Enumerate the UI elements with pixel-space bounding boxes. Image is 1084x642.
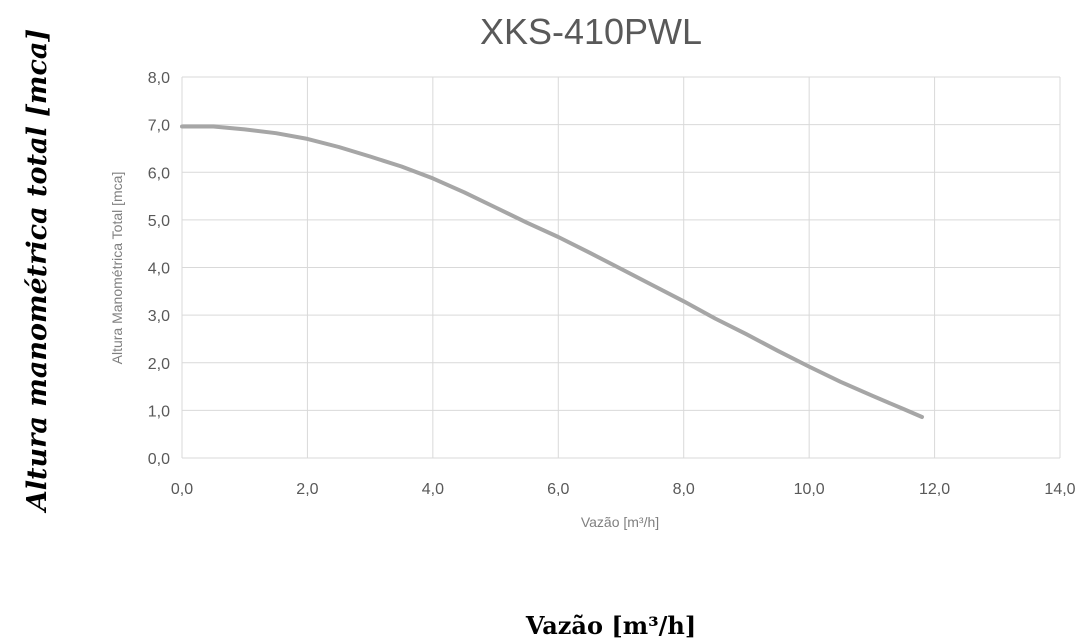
x-tick-label: 10,0 xyxy=(794,481,825,498)
x-tick-label: 2,0 xyxy=(296,481,318,498)
x-tick-label: 14,0 xyxy=(1044,481,1075,498)
y-tick-label: 0,0 xyxy=(148,451,170,468)
y-tick-label: 4,0 xyxy=(148,261,170,278)
chart-title: XKS-410PWL xyxy=(480,11,702,52)
x-tick-label: 12,0 xyxy=(919,481,950,498)
outer-x-axis-label: Vazão [m³/h] xyxy=(525,611,696,640)
outer-y-axis-label: Altura manométrica total [mca] xyxy=(22,29,53,514)
y-tick-label: 7,0 xyxy=(148,118,170,135)
x-tick-label: 4,0 xyxy=(422,481,444,498)
y-tick-label: 2,0 xyxy=(148,356,170,373)
y-axis-ticks: 0,0 1,0 2,0 3,0 4,0 5,0 6,0 7,0 8,0 xyxy=(148,70,170,468)
x-axis-label: Vazão [m³/h] xyxy=(581,514,659,530)
y-tick-label: 3,0 xyxy=(148,308,170,325)
y-tick-label: 1,0 xyxy=(148,403,170,420)
y-tick-label: 8,0 xyxy=(148,70,170,87)
y-tick-label: 5,0 xyxy=(148,213,170,230)
series-line xyxy=(182,127,922,418)
x-tick-label: 6,0 xyxy=(547,481,569,498)
x-tick-label: 0,0 xyxy=(171,481,193,498)
y-tick-label: 6,0 xyxy=(148,165,170,182)
y-axis-label: Altura Manométrica Total [mca] xyxy=(109,172,125,365)
x-axis-ticks: 0,0 2,0 4,0 6,0 8,0 10,0 12,0 14,0 xyxy=(171,481,1076,498)
x-tick-label: 8,0 xyxy=(673,481,695,498)
